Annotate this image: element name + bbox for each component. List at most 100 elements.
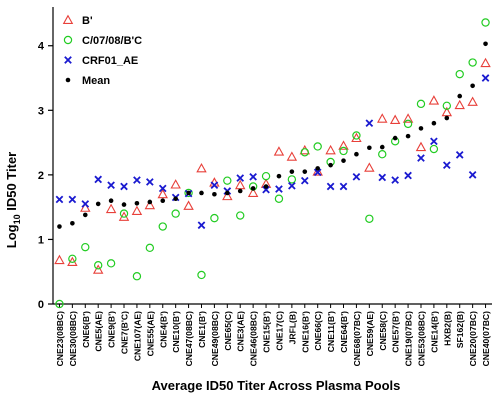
y-tick-label: 4 bbox=[38, 41, 45, 53]
y-tick-label: 0 bbox=[38, 299, 44, 311]
data-point bbox=[286, 151, 298, 161]
legend-label: CRF01_AE bbox=[82, 55, 138, 67]
data-point bbox=[68, 254, 77, 264]
data-point bbox=[81, 200, 90, 208]
data-point bbox=[389, 114, 401, 124]
x-tick-label: CNE7(B'C) bbox=[120, 311, 130, 354]
data-point bbox=[199, 190, 204, 196]
x-tick-label: CNE59(AE) bbox=[365, 311, 375, 357]
data-point bbox=[146, 178, 154, 186]
data-point bbox=[444, 115, 450, 121]
y-tick-label: 2 bbox=[38, 170, 44, 182]
x-tick-label: CNE20(07BC) bbox=[468, 311, 478, 367]
data-point bbox=[454, 99, 465, 110]
data-point bbox=[145, 243, 155, 253]
data-point bbox=[326, 182, 335, 191]
data-point bbox=[289, 169, 295, 174]
data-point bbox=[107, 181, 115, 190]
data-point bbox=[415, 141, 427, 152]
legend-marker bbox=[65, 77, 71, 83]
x-tick-label: CNE1(B') bbox=[197, 311, 207, 348]
x-tick-label: CNE64(B') bbox=[339, 311, 349, 353]
data-point bbox=[468, 171, 477, 179]
x-tick-label: CNE57(B') bbox=[391, 311, 401, 353]
legend-marker bbox=[62, 14, 74, 24]
legend-label: B' bbox=[82, 15, 93, 27]
data-point bbox=[416, 99, 426, 109]
series-0 bbox=[54, 57, 491, 274]
data-point bbox=[261, 171, 271, 181]
data-point bbox=[367, 145, 372, 151]
data-point bbox=[341, 158, 346, 163]
data-point bbox=[236, 211, 245, 220]
data-point bbox=[119, 209, 129, 218]
data-point bbox=[93, 261, 103, 270]
x-tick-label: CNE6(B') bbox=[81, 311, 91, 348]
data-point bbox=[441, 106, 453, 117]
x-tick-label: CNE10(B') bbox=[171, 311, 181, 353]
data-point bbox=[338, 140, 349, 150]
y-axis-title: Log10 ID50 Titer bbox=[4, 152, 22, 248]
x-tick-label: CNE5(AE) bbox=[94, 311, 104, 352]
data-point bbox=[222, 190, 233, 201]
data-point bbox=[55, 299, 64, 309]
legend-label: Mean bbox=[82, 75, 110, 87]
data-point bbox=[288, 182, 296, 190]
data-point bbox=[120, 182, 128, 191]
data-point bbox=[68, 195, 77, 204]
data-point bbox=[365, 214, 374, 223]
data-point bbox=[377, 113, 388, 123]
x-tick-label: CNE58(C) bbox=[378, 311, 388, 351]
data-point bbox=[234, 179, 246, 190]
data-points bbox=[54, 18, 491, 309]
data-point bbox=[457, 93, 463, 99]
data-point bbox=[431, 120, 437, 126]
axes bbox=[52, 7, 492, 305]
data-point bbox=[196, 162, 207, 173]
data-point bbox=[157, 188, 168, 199]
data-point bbox=[131, 205, 143, 216]
data-point bbox=[250, 186, 256, 191]
data-point bbox=[134, 200, 140, 206]
x-tick-label: CNE9(B') bbox=[107, 311, 117, 348]
x-tick-labels: CNE23(08BC) CNE30(08BC) CNE6(B') CNE5(AE) CN… bbox=[55, 304, 491, 366]
data-point bbox=[275, 185, 283, 193]
series-3 bbox=[57, 41, 488, 229]
data-point bbox=[378, 150, 387, 159]
data-point bbox=[273, 146, 285, 156]
data-point bbox=[365, 119, 374, 128]
x-tick-label: CNE4(B') bbox=[158, 311, 168, 348]
data-point bbox=[339, 146, 348, 156]
data-point bbox=[158, 222, 167, 231]
data-point bbox=[392, 135, 398, 141]
y-tick-label: 3 bbox=[38, 105, 44, 117]
data-point bbox=[106, 259, 116, 268]
data-point bbox=[287, 175, 297, 184]
legend-marker bbox=[64, 56, 72, 64]
data-point bbox=[197, 221, 206, 230]
data-point bbox=[70, 220, 75, 226]
data-point bbox=[158, 184, 167, 193]
data-point bbox=[379, 144, 385, 150]
x-tick-label: CNE46(08BC) bbox=[249, 311, 259, 367]
data-point bbox=[274, 194, 284, 203]
data-point bbox=[455, 151, 464, 159]
data-point bbox=[481, 18, 490, 27]
data-point bbox=[339, 182, 348, 191]
data-point bbox=[480, 57, 491, 68]
data-point bbox=[429, 144, 439, 154]
x-tick-label: CNE40(07BC) bbox=[481, 311, 491, 367]
data-point bbox=[94, 175, 103, 184]
legend-label: C/07/08/B'C bbox=[82, 35, 142, 47]
data-point bbox=[210, 181, 219, 190]
data-point bbox=[132, 272, 142, 281]
data-point bbox=[467, 96, 478, 106]
data-point bbox=[249, 172, 257, 181]
data-point bbox=[262, 185, 270, 194]
data-point bbox=[237, 188, 243, 194]
data-point bbox=[210, 213, 219, 223]
data-point bbox=[468, 58, 477, 67]
data-point bbox=[108, 198, 114, 203]
data-point bbox=[95, 201, 101, 207]
